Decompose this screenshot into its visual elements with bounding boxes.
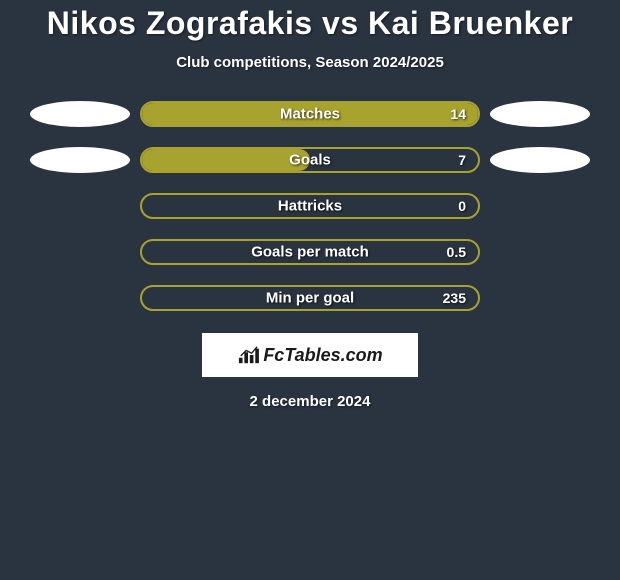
date-label: 2 december 2024 bbox=[0, 393, 620, 410]
stat-bar-fill bbox=[142, 149, 310, 171]
right-ellipse bbox=[490, 101, 590, 127]
stat-label: Goals bbox=[289, 152, 331, 169]
stat-label: Goals per match bbox=[251, 244, 369, 261]
stat-value: 235 bbox=[443, 290, 466, 306]
left-ellipse bbox=[30, 147, 130, 173]
stat-value: 14 bbox=[450, 106, 466, 122]
stat-row: Hattricks 0 bbox=[0, 193, 620, 219]
left-ellipse bbox=[30, 101, 130, 127]
stat-bar: Goals 7 bbox=[140, 147, 480, 173]
stat-bar: Matches 14 bbox=[140, 101, 480, 127]
stat-value: 0.5 bbox=[447, 244, 466, 260]
stat-label: Matches bbox=[280, 106, 340, 123]
stat-row: Matches 14 bbox=[0, 101, 620, 127]
stat-bar: Goals per match 0.5 bbox=[140, 239, 480, 265]
comparison-infographic: Nikos Zografakis vs Kai Bruenker Club co… bbox=[0, 0, 620, 410]
stat-row: Goals per match 0.5 bbox=[0, 239, 620, 265]
stat-label: Min per goal bbox=[266, 290, 354, 307]
right-ellipse bbox=[490, 147, 590, 173]
stat-bar: Hattricks 0 bbox=[140, 193, 480, 219]
stat-row: Goals 7 bbox=[0, 147, 620, 173]
page-title: Nikos Zografakis vs Kai Bruenker bbox=[0, 5, 620, 42]
stat-row: Min per goal 235 bbox=[0, 285, 620, 311]
chart-icon bbox=[237, 345, 259, 365]
logo-box[interactable]: FcTables.com bbox=[202, 333, 418, 377]
stat-value: 7 bbox=[458, 152, 466, 168]
logo-text: FcTables.com bbox=[263, 345, 382, 366]
stat-value: 0 bbox=[458, 198, 466, 214]
stat-label: Hattricks bbox=[278, 198, 342, 215]
stat-bar: Min per goal 235 bbox=[140, 285, 480, 311]
stats-rows: Matches 14 Goals 7 Hattricks 0 Goals per match… bbox=[0, 101, 620, 311]
subtitle: Club competitions, Season 2024/2025 bbox=[0, 54, 620, 71]
